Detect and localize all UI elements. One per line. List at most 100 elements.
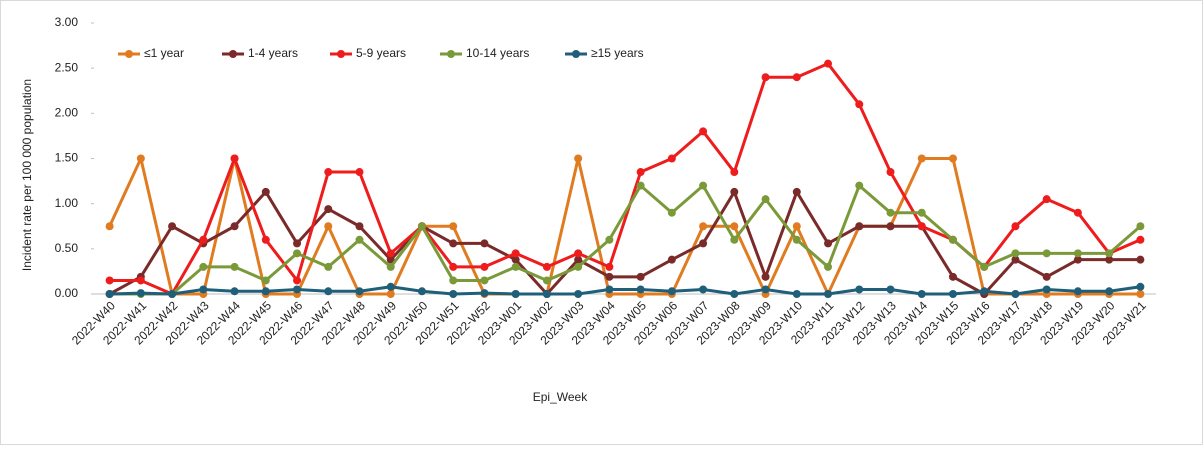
data-point [699, 285, 708, 294]
data-point [105, 276, 114, 285]
y-tick-label: 2.00 [55, 106, 79, 120]
data-point [386, 290, 395, 298]
data-point [824, 239, 833, 248]
data-point [355, 222, 364, 231]
data-point [480, 262, 489, 271]
data-point [293, 239, 302, 248]
data-point [542, 262, 551, 271]
legend-label: 10-14 years [466, 46, 529, 60]
data-point [792, 222, 801, 231]
data-point [293, 285, 302, 294]
data-point [1042, 195, 1051, 204]
data-point [168, 290, 177, 298]
data-point [355, 168, 364, 177]
data-point [199, 262, 208, 271]
data-point [886, 168, 895, 177]
data-point [699, 181, 708, 190]
legend-marker [125, 50, 133, 58]
data-point [449, 222, 458, 231]
data-point [636, 285, 645, 294]
data-point [574, 262, 583, 271]
data-point [1105, 287, 1114, 296]
data-point [480, 289, 489, 298]
y-tick-label: 2.50 [55, 60, 79, 74]
data-point [542, 276, 551, 285]
data-point [168, 222, 177, 231]
data-point [1011, 222, 1020, 231]
data-point [730, 235, 739, 244]
y-tick-label: 0.00 [55, 286, 79, 300]
data-point [730, 290, 739, 298]
data-point [761, 195, 770, 204]
data-point [230, 222, 239, 231]
data-point [605, 262, 614, 271]
data-point [792, 290, 801, 298]
data-point [1073, 287, 1082, 296]
data-point [855, 100, 864, 109]
data-point [1136, 282, 1145, 291]
data-point [449, 290, 458, 298]
legend-marker [572, 50, 580, 58]
data-point [855, 181, 864, 190]
data-point [1136, 290, 1145, 298]
data-point [917, 208, 926, 217]
data-point [1073, 208, 1082, 217]
legend-label: ≤1 year [144, 46, 184, 60]
data-point [667, 154, 676, 163]
data-point [855, 285, 864, 294]
data-point [1042, 285, 1051, 294]
data-point [730, 187, 739, 196]
data-point [792, 187, 801, 196]
data-point [261, 276, 270, 285]
data-point [542, 290, 551, 298]
data-point [230, 154, 239, 163]
data-point [917, 222, 926, 231]
data-point [855, 222, 864, 231]
data-point [605, 285, 614, 294]
data-point [948, 235, 957, 244]
data-point [667, 287, 676, 296]
data-point [574, 249, 583, 258]
data-point [948, 290, 957, 298]
y-tick-label: 3.00 [55, 15, 79, 29]
data-point [699, 239, 708, 248]
data-point [1073, 255, 1082, 264]
data-point [1042, 272, 1051, 281]
data-point [574, 154, 583, 163]
y-tick-label: 1.00 [55, 196, 79, 210]
legend-marker [447, 50, 455, 58]
data-point [699, 127, 708, 136]
data-point [293, 276, 302, 285]
data-point [605, 235, 614, 244]
data-point [730, 168, 739, 177]
data-point [105, 290, 114, 298]
data-point [605, 272, 614, 281]
data-point [480, 276, 489, 285]
data-point [511, 249, 520, 258]
y-tick-label: 1.50 [55, 151, 79, 165]
data-point [1105, 249, 1114, 258]
data-point [136, 154, 145, 163]
data-point [761, 272, 770, 281]
data-point [980, 262, 989, 271]
series-line [108, 190, 1141, 296]
data-point [824, 262, 833, 271]
data-point [386, 255, 395, 264]
data-point [261, 287, 270, 296]
legend-label: ≥15 years [591, 46, 644, 60]
data-point [1105, 255, 1114, 264]
data-point [449, 276, 458, 285]
data-point [355, 235, 364, 244]
data-point [261, 187, 270, 196]
data-point [417, 222, 426, 231]
data-point [417, 287, 426, 296]
data-point [449, 239, 458, 248]
data-point [574, 255, 583, 264]
data-point [1136, 222, 1145, 231]
data-point [1136, 235, 1145, 244]
data-point [980, 287, 989, 296]
series-line [109, 285, 1141, 296]
data-point [636, 181, 645, 190]
